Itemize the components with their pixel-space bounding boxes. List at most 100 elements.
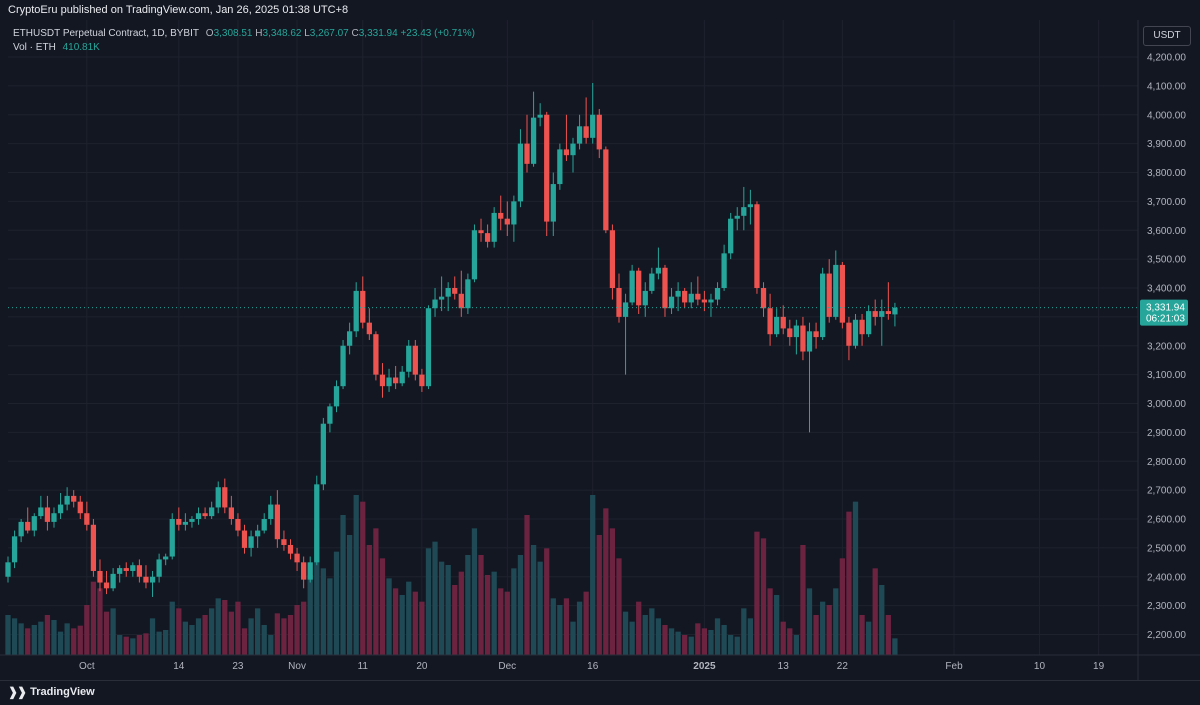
candle-body: [255, 530, 261, 537]
volume-bar: [18, 623, 24, 655]
volume-bar: [38, 621, 44, 655]
candle: [452, 276, 458, 300]
candle: [491, 207, 497, 248]
candle: [38, 495, 44, 519]
tradingview-logo[interactable]: ❱❱ TradingView: [8, 685, 95, 699]
candle: [130, 562, 136, 577]
candle-body: [419, 374, 425, 387]
candle: [235, 513, 241, 537]
price-tick-label: 4,100.00: [1147, 81, 1186, 92]
candle: [274, 490, 280, 548]
candle-body: [662, 267, 668, 309]
candle: [524, 114, 530, 173]
volume-bar: [714, 618, 721, 655]
candle: [793, 319, 799, 355]
candle: [307, 556, 313, 583]
volume-bar: [222, 600, 228, 655]
candle-body: [353, 290, 359, 332]
currency-button[interactable]: USDT: [1143, 26, 1191, 46]
candle: [767, 293, 773, 346]
volume-bar: [425, 548, 432, 655]
candle-body: [202, 513, 208, 517]
volume-bar: [241, 628, 248, 655]
candle-body: [714, 288, 721, 300]
candle-body: [458, 293, 464, 309]
time-axis: Oct 14 23 Nov 11 20 Dec 16 2025 13 22 Feb 10 19: [79, 661, 1105, 672]
candle: [90, 519, 97, 577]
time-tick-label: Nov: [288, 661, 306, 672]
candle-body: [774, 316, 780, 335]
candle-body: [511, 201, 517, 225]
candle: [117, 565, 123, 583]
volume-bar: [182, 621, 189, 655]
volume-bar: [872, 568, 878, 655]
volume-bar: [478, 555, 484, 655]
candle: [649, 267, 655, 294]
candle: [675, 282, 681, 312]
candle-body: [445, 288, 451, 297]
symbol-label[interactable]: ETHUSDT Perpetual Contract, 1D, BYBIT: [13, 28, 199, 39]
candle-body: [866, 311, 872, 335]
time-tick-label: 20: [416, 661, 428, 672]
candle: [544, 111, 550, 237]
price-tick-label: 3,700.00: [1147, 197, 1186, 208]
footer: ❱❱ TradingView: [0, 680, 1200, 705]
volume-bar: [44, 615, 51, 655]
candles: [5, 82, 898, 597]
candle-body: [537, 114, 543, 118]
volume-bar: [209, 608, 215, 655]
candle: [688, 282, 694, 309]
candle-body: [123, 568, 129, 571]
candle-body: [51, 513, 57, 522]
volume-bar: [5, 615, 11, 655]
candle: [498, 195, 504, 231]
candle-body: [392, 377, 399, 384]
candle-body: [156, 559, 162, 577]
candle-body: [760, 288, 767, 309]
candle-body: [406, 345, 412, 372]
volume-bar: [307, 575, 313, 655]
candle: [655, 247, 662, 280]
candle: [84, 501, 90, 531]
volume-bar: [412, 591, 418, 655]
candle-body: [136, 565, 143, 577]
candle: [143, 565, 149, 589]
volume-bar: [392, 588, 399, 655]
volume-bar: [701, 628, 708, 655]
candlestick-chart[interactable]: 2,200.00 2,300.00 2,400.00 2,500.00 2,600.00…: [0, 0, 1200, 680]
candle-body: [182, 521, 189, 525]
candle-body: [872, 311, 878, 317]
volume-bar: [31, 625, 37, 655]
volume-bar: [445, 565, 451, 655]
volume-value: 410.81K: [62, 42, 100, 53]
volume-bar: [130, 638, 136, 655]
candle: [714, 282, 721, 306]
candle-body: [169, 519, 175, 557]
candle: [123, 562, 129, 577]
candle-body: [859, 319, 865, 335]
candle: [11, 530, 18, 569]
candle-body: [90, 524, 97, 571]
candle: [110, 568, 116, 592]
volume-label[interactable]: Vol · ETH: [13, 42, 56, 53]
candle-body: [668, 296, 675, 309]
volume-bar: [90, 581, 97, 655]
change-value: +23.43 (+0.71%): [400, 28, 475, 39]
volume-bar: [373, 528, 379, 655]
volume-bar: [721, 625, 727, 655]
price-tick-label: 3,800.00: [1147, 168, 1186, 179]
volume-bar: [57, 631, 64, 655]
candle-body: [701, 299, 708, 303]
volume-bar: [524, 515, 530, 655]
volume-bar: [215, 598, 221, 655]
volume-bar: [294, 605, 300, 655]
candle-body: [879, 311, 885, 317]
candle: [511, 195, 517, 242]
candle: [77, 495, 83, 519]
volume-bar: [399, 595, 405, 655]
close-value: 3,331.94: [358, 28, 398, 39]
volume-bar: [800, 545, 806, 655]
volume-bar: [537, 561, 543, 655]
volume-bars: [5, 495, 898, 655]
candle-body: [360, 290, 366, 323]
